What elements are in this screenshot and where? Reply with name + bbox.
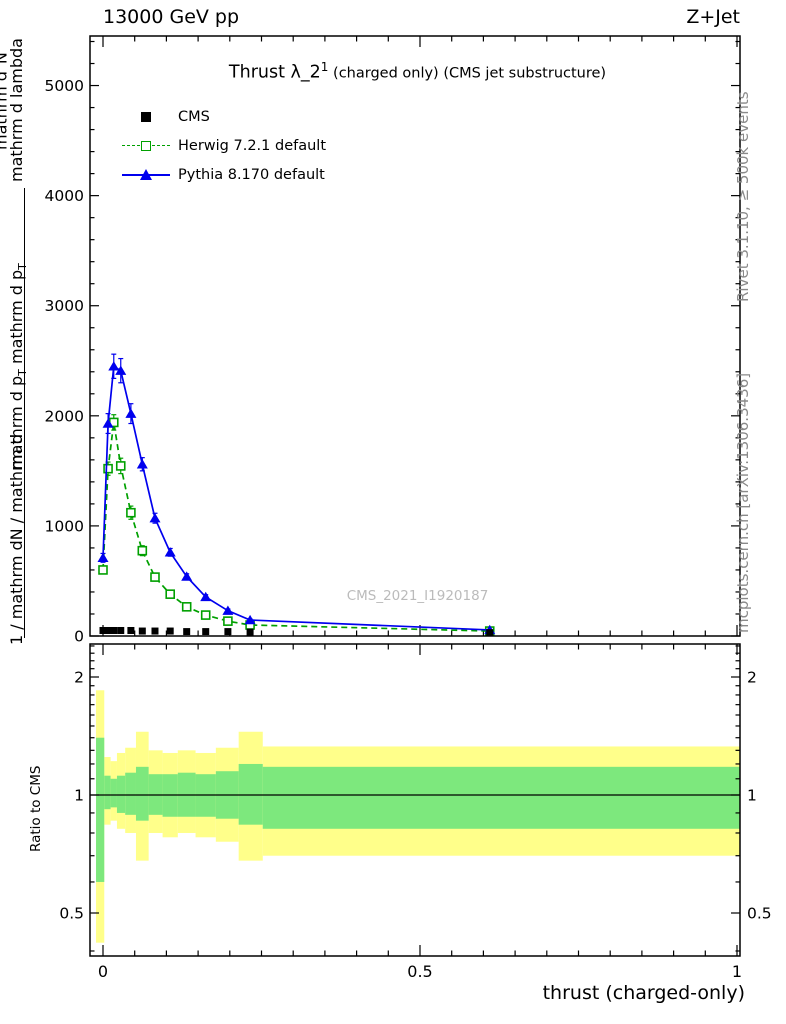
legend-label-pythia: Pythia 8.170 default [178, 166, 325, 183]
y-axis-title-line: mathrm d2N [0, 52, 11, 150]
plot-title: Thrust λ_21 (charged only) (CMS jet subs… [95, 60, 740, 82]
y-axis-title-line: 1 / mathrm dN / mathrm d [7, 433, 26, 645]
ratio-bands [90, 690, 740, 943]
note-rivet-version: Rivet 3.1.10, ≥ 500k events [734, 91, 752, 302]
open-square-icon [141, 141, 151, 151]
legend: CMS Herwig 7.2.1 default Pythia 8.170 de… [122, 102, 326, 189]
ratio-tick-label-left: 0.5 [59, 905, 84, 923]
axes: 0 1000 2000 3000 4000 5000 0 0.5 1 0.5 0.5 1 1 2 2 [45, 36, 772, 981]
band-green [135, 766, 149, 821]
ratio-panel-border [89, 643, 741, 957]
band-green [104, 775, 111, 810]
herwig-marker-icon [122, 138, 170, 153]
band-green [125, 772, 136, 815]
pythia-marker-icon [122, 167, 170, 182]
x-tick-label: 1 [732, 962, 742, 981]
ratio-tick-label-right: 1 [747, 787, 757, 805]
note-mcplots-arxiv: mcplots.cern.ch [arXiv:1306.3436] [734, 372, 752, 633]
black-square-icon [141, 111, 151, 122]
x-tick-label: 0.5 [407, 962, 432, 981]
plot-title-suffix: (charged only) (CMS jet substructure) [328, 65, 607, 82]
series [97, 353, 496, 637]
legend-item-herwig: Herwig 7.2.1 default [122, 131, 326, 160]
y-axis-title-line: mathrm d lambda [7, 38, 26, 182]
y-axis-fraction-bar [24, 188, 26, 638]
x-axis-title: thrust (charged-only) [542, 982, 745, 1004]
ratio-tick-label-left: 1 [74, 787, 84, 805]
cms-marker-icon [122, 109, 170, 124]
legend-label-herwig: Herwig 7.2.1 default [178, 137, 327, 154]
y-tick-label: 1000 [45, 517, 84, 535]
legend-label-cms: CMS [178, 108, 210, 125]
legend-item-pythia: Pythia 8.170 default [122, 160, 326, 189]
main-panel-border [89, 35, 741, 637]
band-green [110, 778, 117, 808]
plot-title-main: Thrust λ_2 [228, 62, 321, 83]
band-green [238, 763, 263, 825]
ratio-tick-label-left: 2 [74, 669, 84, 687]
y-tick-label: 4000 [45, 187, 84, 205]
ratio-tick-label-right: 2 [747, 669, 757, 687]
plot-title-superscript: 1 [320, 60, 329, 74]
y-tick-label: 2000 [45, 407, 84, 425]
ratio-axis-label: Ratio to CMS [28, 765, 44, 852]
ratio-tick-label-right: 0.5 [747, 905, 772, 923]
band-green [96, 737, 105, 882]
x-tick-label: 0 [98, 962, 108, 981]
y-tick-label: 3000 [45, 297, 84, 315]
header-beam-energy: 13000 GeV pp [103, 6, 240, 28]
band-green [116, 775, 126, 813]
legend-item-cms: CMS [122, 102, 326, 131]
series-cms [99, 626, 494, 637]
header-process: Z+Jet [686, 6, 740, 28]
triangle-icon [140, 168, 152, 180]
y-tick-label: 5000 [45, 77, 84, 95]
y-tick-label: 0 [74, 628, 84, 646]
band-green [262, 766, 740, 829]
series-herwig [98, 414, 495, 636]
watermark-analysis-id: CMS_2021_I1920187 [346, 588, 489, 604]
